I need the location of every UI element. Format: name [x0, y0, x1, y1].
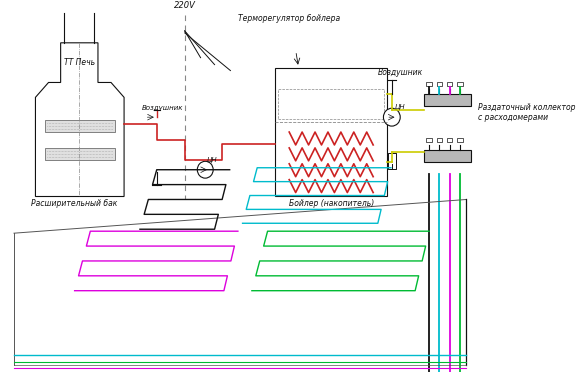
Bar: [437, 83, 442, 86]
Text: Бойлер (накопитель): Бойлер (накопитель): [289, 199, 374, 208]
Circle shape: [383, 108, 400, 126]
Bar: [45, 120, 114, 132]
Bar: [437, 138, 442, 142]
Text: Воздушник: Воздушник: [378, 68, 423, 77]
Bar: [447, 138, 453, 142]
Text: Расширительный бак: Расширительный бак: [32, 199, 118, 208]
Text: ЦН: ЦН: [207, 157, 218, 163]
Text: Воздушник: Воздушник: [142, 105, 183, 111]
Bar: [278, 89, 384, 119]
Bar: [426, 83, 432, 86]
Bar: [457, 138, 463, 142]
Bar: [424, 150, 471, 162]
Text: ТТ Печь: ТТ Печь: [64, 58, 95, 67]
Text: 220V: 220V: [174, 1, 195, 10]
Text: ЦН: ЦН: [394, 104, 405, 110]
Bar: [457, 83, 463, 86]
Bar: [388, 153, 396, 169]
Text: Раздаточный коллектор
с расходомерами: Раздаточный коллектор с расходомерами: [478, 103, 575, 122]
Bar: [275, 68, 387, 196]
Bar: [426, 138, 432, 142]
Bar: [447, 83, 453, 86]
Bar: [45, 148, 114, 160]
Bar: [424, 94, 471, 106]
Circle shape: [197, 161, 213, 178]
Polygon shape: [35, 43, 124, 196]
Text: Терморегулятор бойлера: Терморегулятор бойлера: [238, 14, 340, 23]
